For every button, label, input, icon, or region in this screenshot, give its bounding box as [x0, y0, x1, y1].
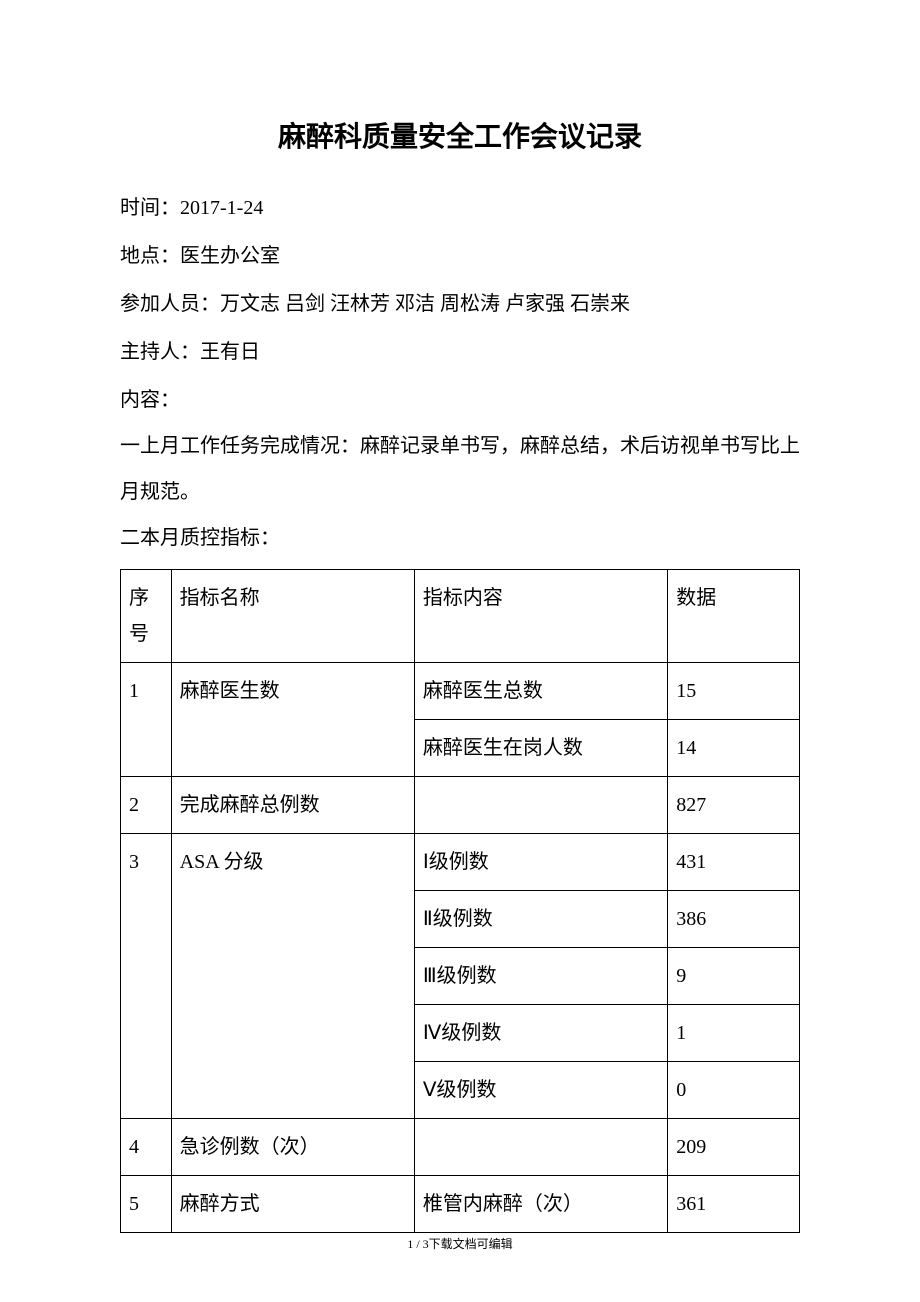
content-label: 内容： — [120, 377, 800, 423]
cell-name: 麻醉医生数 — [171, 663, 414, 777]
cell-content: Ⅱ级例数 — [414, 891, 667, 948]
cell-name: 完成麻醉总例数 — [171, 777, 414, 834]
attendees-label: 参加人员： — [120, 293, 220, 315]
meta-host: 主持人：王有日 — [120, 329, 800, 375]
cell-data: 361 — [668, 1176, 800, 1233]
document-title: 麻醉科质量安全工作会议记录 — [120, 115, 800, 155]
cell-content: 麻醉医生在岗人数 — [414, 720, 667, 777]
cell-seq: 1 — [121, 663, 172, 777]
cell-data: 1 — [668, 1005, 800, 1062]
meta-attendees: 参加人员：万文志 吕剑 汪林芳 邓洁 周松涛 卢家强 石崇来 — [120, 281, 800, 327]
meta-time: 时间：2017-1-24 — [120, 185, 800, 231]
table-row: 5 麻醉方式 椎管内麻醉（次） 361 — [121, 1176, 800, 1233]
header-name: 指标名称 — [171, 570, 414, 663]
cell-content: 椎管内麻醉（次） — [414, 1176, 667, 1233]
table-row: 4 急诊例数（次） 209 — [121, 1119, 800, 1176]
cell-seq: 3 — [121, 834, 172, 1119]
attendees-value: 万文志 吕剑 汪林芳 邓洁 周松涛 卢家强 石崇来 — [220, 293, 630, 315]
cell-content: Ⅲ级例数 — [414, 948, 667, 1005]
table-row: 1 麻醉医生数 麻醉医生总数 15 — [121, 663, 800, 720]
location-label: 地点： — [120, 245, 180, 267]
host-label: 主持人： — [120, 341, 200, 363]
cell-data: 827 — [668, 777, 800, 834]
header-content: 指标内容 — [414, 570, 667, 663]
table-row: 2 完成麻醉总例数 827 — [121, 777, 800, 834]
location-value: 医生办公室 — [180, 245, 280, 267]
cell-seq: 2 — [121, 777, 172, 834]
time-label: 时间： — [120, 197, 180, 219]
header-seq: 序号 — [121, 570, 172, 663]
quality-indicator-table: 序号 指标名称 指标内容 数据 1 麻醉医生数 麻醉医生总数 15 麻醉医生在岗… — [120, 569, 800, 1233]
cell-content: 麻醉医生总数 — [414, 663, 667, 720]
cell-data: 15 — [668, 663, 800, 720]
table-header-row: 序号 指标名称 指标内容 数据 — [121, 570, 800, 663]
cell-name: 急诊例数（次） — [171, 1119, 414, 1176]
page-footer: 1 / 3下载文档可编辑 — [0, 1235, 920, 1252]
cell-data: 0 — [668, 1062, 800, 1119]
cell-content: Ⅳ级例数 — [414, 1005, 667, 1062]
section2-label: 二本月质控指标： — [120, 515, 800, 561]
cell-seq: 5 — [121, 1176, 172, 1233]
cell-data: 209 — [668, 1119, 800, 1176]
cell-data: 431 — [668, 834, 800, 891]
table-row: 3 ASA 分级 Ⅰ级例数 431 — [121, 834, 800, 891]
cell-content — [414, 777, 667, 834]
section1-text: 一上月工作任务完成情况：麻醉记录单书写，麻醉总结，术后访视单书写比上月规范。 — [120, 423, 800, 515]
time-value: 2017-1-24 — [180, 197, 263, 219]
header-data: 数据 — [668, 570, 800, 663]
cell-name: 麻醉方式 — [171, 1176, 414, 1233]
host-value: 王有日 — [200, 341, 260, 363]
cell-content: Ⅰ级例数 — [414, 834, 667, 891]
cell-content — [414, 1119, 667, 1176]
cell-content: Ⅴ级例数 — [414, 1062, 667, 1119]
cell-data: 14 — [668, 720, 800, 777]
cell-data: 9 — [668, 948, 800, 1005]
meta-location: 地点：医生办公室 — [120, 233, 800, 279]
cell-name: ASA 分级 — [171, 834, 414, 1119]
cell-seq: 4 — [121, 1119, 172, 1176]
cell-data: 386 — [668, 891, 800, 948]
